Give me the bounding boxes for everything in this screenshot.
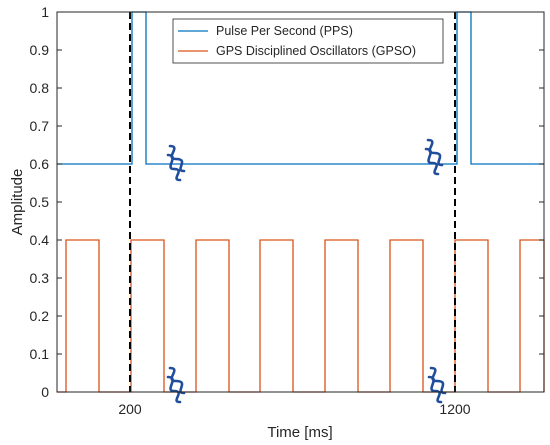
legend-label-pps: Pulse Per Second (PPS) xyxy=(216,24,353,38)
y-axis-ticks: 0 0.1 0.2 0.3 0.4 0.5 0.6 0.7 0.8 0.9 1 xyxy=(30,4,544,400)
plot-area-background xyxy=(57,12,544,392)
legend-box xyxy=(172,18,444,64)
marker-layer xyxy=(129,12,456,404)
x-axis-ticks: 200 1200 xyxy=(118,12,471,417)
y-tick-label: 0 xyxy=(41,384,49,400)
legend-label-gpso: GPS Disciplined Oscillators (GPSO) xyxy=(216,44,416,58)
y-tick-label: 0.3 xyxy=(30,270,50,286)
y-axis-label: Amplitude xyxy=(9,169,26,236)
y-tick-label: 0.2 xyxy=(30,308,50,324)
y-tick-label: 0.7 xyxy=(30,118,50,134)
break-symbol xyxy=(427,366,447,404)
break-symbol xyxy=(424,138,444,176)
y-tick-label: 0.4 xyxy=(30,232,50,248)
y-tick-label: 0.6 xyxy=(30,156,50,172)
y-tick-label: 0.1 xyxy=(30,346,50,362)
y-tick-label: 0.8 xyxy=(30,80,50,96)
y-tick-label: 0.5 xyxy=(30,194,50,210)
x-tick-label-1200: 1200 xyxy=(439,401,470,417)
x-tick-label-200: 200 xyxy=(118,401,142,417)
y-tick-label: 0.9 xyxy=(30,42,50,58)
pps-step-line xyxy=(57,11,544,165)
legend: Pulse Per Second (PPS) GPS Disciplined O… xyxy=(172,18,444,64)
break-symbol xyxy=(166,144,186,182)
y-tick-label: 1 xyxy=(41,4,49,20)
x-axis-label: Time [ms] xyxy=(267,424,332,441)
break-symbol xyxy=(166,366,186,404)
